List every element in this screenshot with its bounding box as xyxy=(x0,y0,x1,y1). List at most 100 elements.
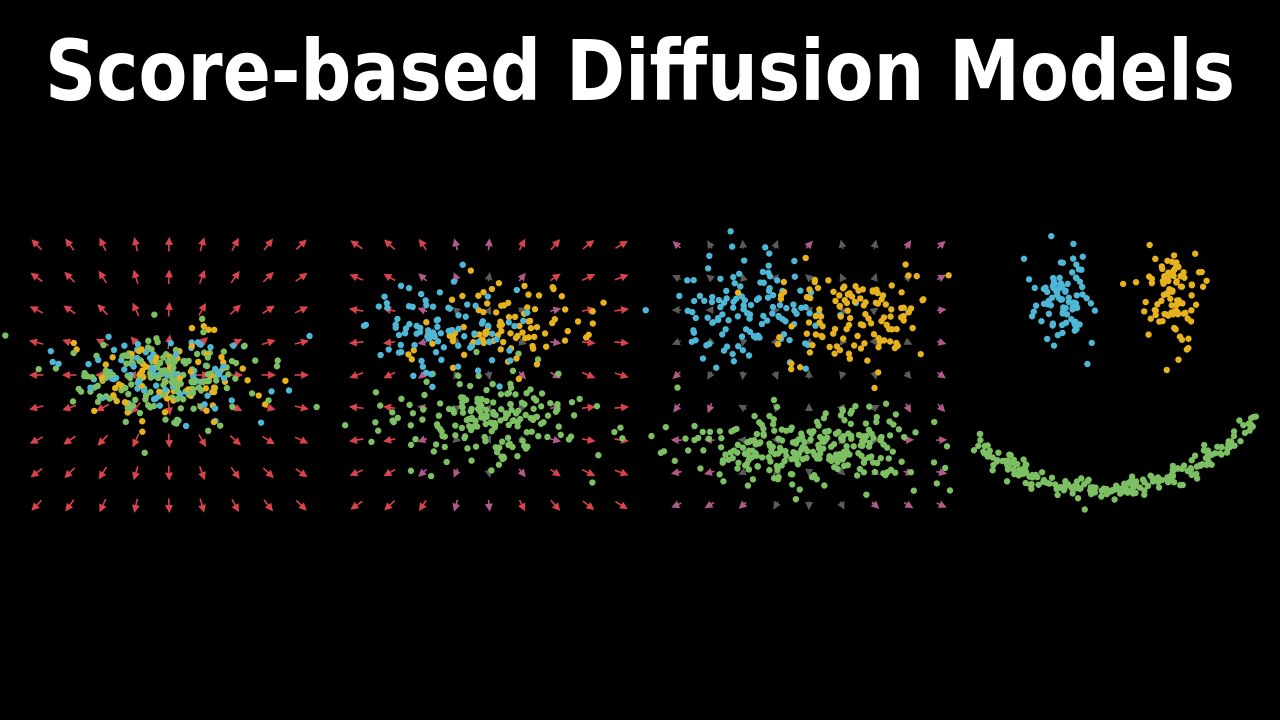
arrow xyxy=(936,370,947,379)
arrow xyxy=(198,269,206,284)
point xyxy=(826,343,833,351)
point xyxy=(821,428,829,435)
point xyxy=(873,413,880,421)
point xyxy=(1191,250,1199,257)
arrow xyxy=(870,500,880,509)
point xyxy=(887,466,895,474)
point xyxy=(847,410,854,417)
point xyxy=(149,365,157,373)
point xyxy=(555,370,562,378)
point xyxy=(110,346,118,354)
point xyxy=(788,323,795,330)
point xyxy=(486,338,493,346)
point xyxy=(1146,241,1153,249)
point xyxy=(509,417,516,425)
point xyxy=(202,385,210,392)
point xyxy=(850,342,858,349)
point xyxy=(1061,288,1069,295)
point xyxy=(742,326,750,333)
arrow xyxy=(95,403,110,412)
point xyxy=(766,273,774,280)
arrow xyxy=(614,306,630,314)
point xyxy=(798,304,805,312)
point xyxy=(1059,484,1067,492)
point xyxy=(946,487,954,494)
point xyxy=(138,369,145,376)
point xyxy=(1078,475,1085,482)
point xyxy=(1168,476,1175,483)
point xyxy=(722,326,729,333)
arrow xyxy=(550,468,561,477)
point xyxy=(820,414,828,422)
point xyxy=(775,312,782,320)
point xyxy=(168,354,176,362)
arrow xyxy=(418,499,427,512)
point xyxy=(986,447,994,454)
arrow xyxy=(263,238,274,251)
arrow xyxy=(99,498,107,513)
point xyxy=(52,365,60,372)
point xyxy=(455,342,462,349)
point xyxy=(1136,484,1144,491)
arrow xyxy=(349,371,364,379)
point xyxy=(495,461,503,468)
point xyxy=(368,438,375,446)
point xyxy=(204,371,212,378)
point xyxy=(778,426,785,433)
point xyxy=(878,433,885,441)
point xyxy=(409,303,416,311)
point xyxy=(836,292,843,299)
point xyxy=(529,345,537,352)
point xyxy=(1022,461,1030,468)
point xyxy=(576,395,583,403)
point xyxy=(210,384,218,391)
point xyxy=(1087,484,1095,491)
point xyxy=(1237,437,1244,445)
arrow xyxy=(550,306,562,315)
point xyxy=(719,311,726,318)
point xyxy=(816,319,823,326)
point xyxy=(857,295,864,302)
point xyxy=(377,402,384,409)
arrow xyxy=(229,304,241,316)
point xyxy=(251,357,259,364)
point xyxy=(180,358,187,365)
point xyxy=(862,420,870,427)
arrow xyxy=(29,403,44,412)
point xyxy=(1070,299,1077,306)
arrow xyxy=(349,468,364,477)
arrow xyxy=(294,338,309,347)
arrow xyxy=(383,273,396,282)
arrow xyxy=(739,338,748,347)
point xyxy=(443,458,450,466)
arrow xyxy=(198,433,207,448)
point xyxy=(832,430,840,437)
point xyxy=(1072,274,1080,281)
point xyxy=(471,330,478,337)
point xyxy=(417,290,425,298)
arrow xyxy=(483,305,492,315)
point xyxy=(220,375,228,382)
point xyxy=(1240,421,1247,429)
point xyxy=(1132,478,1140,485)
point xyxy=(617,424,624,431)
point xyxy=(459,261,466,268)
arrow xyxy=(738,500,748,509)
point xyxy=(1188,307,1195,314)
point xyxy=(760,430,767,438)
point xyxy=(883,321,890,329)
point xyxy=(210,418,218,426)
point xyxy=(717,303,724,311)
point xyxy=(1048,232,1055,240)
point xyxy=(589,320,597,327)
point xyxy=(1057,281,1064,288)
point xyxy=(1225,441,1232,448)
point xyxy=(859,286,867,293)
point xyxy=(1062,479,1069,487)
point xyxy=(507,357,514,364)
point xyxy=(839,453,847,460)
point xyxy=(738,333,746,340)
point xyxy=(773,462,780,470)
arrow xyxy=(262,435,275,445)
point xyxy=(407,467,415,475)
